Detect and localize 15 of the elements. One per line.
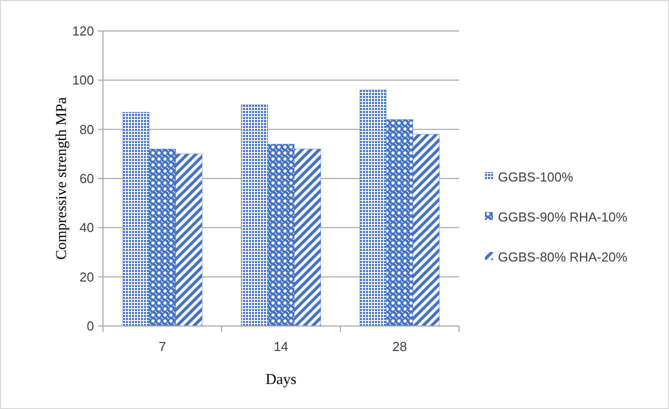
y-tick-label: 100 bbox=[72, 72, 94, 88]
y-tick-label: 120 bbox=[72, 24, 94, 39]
y-tick-label: 80 bbox=[80, 122, 94, 137]
y-tick-label: 0 bbox=[86, 318, 94, 334]
x-tick-label: 7 bbox=[158, 339, 166, 354]
legend-label: GGBS-100% bbox=[498, 170, 574, 185]
y-tick-label: 40 bbox=[80, 220, 94, 236]
y-tick-label: 20 bbox=[80, 269, 94, 284]
x-tick-label: 28 bbox=[392, 339, 407, 354]
legend-label: GGBS-90% RHA-10% bbox=[498, 210, 628, 225]
x-tick-label: 14 bbox=[274, 339, 288, 354]
y-axis-title: Compressive strength MPa bbox=[54, 96, 70, 260]
x-axis-title: Days bbox=[266, 372, 297, 388]
y-tick-label: 60 bbox=[80, 171, 94, 186]
legend-label: GGBS-80% RHA-20% bbox=[498, 250, 628, 265]
